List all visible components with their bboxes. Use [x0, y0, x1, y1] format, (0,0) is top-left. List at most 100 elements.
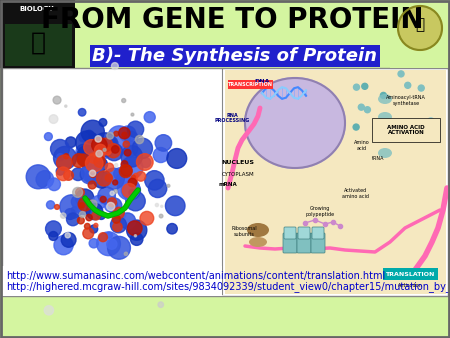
FancyBboxPatch shape: [390, 0, 450, 68]
Circle shape: [94, 156, 105, 167]
Circle shape: [76, 144, 91, 160]
Circle shape: [362, 83, 368, 89]
Circle shape: [72, 207, 78, 213]
Ellipse shape: [378, 130, 392, 140]
Circle shape: [97, 232, 121, 256]
Circle shape: [76, 189, 94, 207]
Circle shape: [155, 203, 158, 207]
Text: CYTOPLASM: CYTOPLASM: [222, 172, 254, 177]
Circle shape: [54, 146, 76, 169]
Circle shape: [122, 132, 127, 137]
Circle shape: [167, 185, 170, 187]
Circle shape: [113, 222, 122, 232]
Circle shape: [126, 191, 145, 211]
Text: Amino
acid: Amino acid: [354, 140, 370, 151]
Circle shape: [79, 212, 86, 218]
Circle shape: [418, 85, 424, 91]
Circle shape: [114, 190, 117, 193]
Circle shape: [396, 123, 402, 129]
FancyBboxPatch shape: [5, 24, 72, 66]
Text: Aminoacyl-tRNA
synthetase: Aminoacyl-tRNA synthetase: [386, 95, 426, 106]
Circle shape: [60, 195, 83, 218]
Circle shape: [106, 144, 121, 158]
Circle shape: [148, 179, 167, 198]
Circle shape: [364, 107, 370, 113]
Circle shape: [118, 212, 126, 219]
Circle shape: [61, 233, 76, 247]
Circle shape: [131, 113, 134, 116]
Circle shape: [88, 181, 96, 189]
FancyBboxPatch shape: [298, 227, 310, 239]
Circle shape: [378, 130, 383, 136]
Circle shape: [65, 209, 76, 219]
Circle shape: [90, 171, 96, 177]
Circle shape: [49, 115, 58, 123]
Circle shape: [115, 164, 118, 167]
Text: RNA
PROCESSING: RNA PROCESSING: [214, 113, 250, 123]
Circle shape: [97, 171, 112, 186]
Circle shape: [136, 171, 146, 181]
Text: DNA: DNA: [254, 79, 270, 84]
Circle shape: [122, 99, 126, 102]
FancyBboxPatch shape: [2, 266, 222, 296]
Ellipse shape: [249, 237, 267, 247]
Circle shape: [49, 232, 58, 240]
Ellipse shape: [247, 223, 269, 237]
Circle shape: [79, 203, 85, 208]
Circle shape: [112, 215, 120, 223]
Circle shape: [94, 144, 106, 156]
Circle shape: [136, 154, 153, 170]
FancyBboxPatch shape: [0, 0, 75, 68]
Circle shape: [71, 195, 84, 208]
Circle shape: [159, 214, 163, 218]
Circle shape: [88, 134, 98, 143]
Circle shape: [92, 137, 107, 153]
Circle shape: [107, 198, 122, 213]
Circle shape: [140, 211, 154, 225]
Text: mRNA: mRNA: [219, 182, 238, 187]
Circle shape: [81, 206, 90, 215]
Circle shape: [426, 124, 432, 130]
Circle shape: [96, 150, 103, 157]
Circle shape: [77, 154, 89, 166]
Text: tRNA: tRNA: [372, 156, 384, 161]
Circle shape: [86, 154, 103, 172]
FancyBboxPatch shape: [311, 233, 325, 253]
Text: TRANSLATION: TRANSLATION: [385, 271, 435, 276]
Circle shape: [127, 221, 142, 236]
Circle shape: [104, 199, 117, 212]
Circle shape: [153, 147, 168, 163]
Circle shape: [167, 149, 187, 168]
Circle shape: [45, 132, 52, 141]
Circle shape: [26, 165, 50, 189]
Circle shape: [56, 167, 64, 175]
Circle shape: [118, 127, 130, 139]
Circle shape: [161, 205, 163, 207]
Circle shape: [83, 228, 94, 239]
Circle shape: [56, 167, 70, 180]
Circle shape: [135, 136, 144, 144]
Circle shape: [96, 143, 112, 159]
Circle shape: [121, 145, 143, 167]
Circle shape: [113, 207, 124, 219]
FancyBboxPatch shape: [228, 80, 273, 89]
Text: BIOLOGY: BIOLOGY: [20, 6, 54, 12]
Circle shape: [64, 171, 73, 180]
Circle shape: [110, 191, 114, 195]
Circle shape: [130, 233, 143, 245]
Circle shape: [130, 176, 137, 184]
Text: AMINO ACID
ACTIVATION: AMINO ACID ACTIVATION: [387, 125, 425, 136]
Circle shape: [81, 120, 104, 143]
Circle shape: [107, 202, 115, 211]
Circle shape: [93, 133, 117, 156]
Circle shape: [66, 137, 76, 147]
FancyBboxPatch shape: [284, 227, 296, 239]
Circle shape: [373, 124, 379, 130]
Circle shape: [100, 135, 110, 145]
Circle shape: [93, 172, 110, 188]
Circle shape: [99, 233, 108, 242]
Text: Ribosomal
subunits: Ribosomal subunits: [231, 226, 257, 237]
Circle shape: [144, 112, 155, 123]
Circle shape: [57, 154, 64, 161]
Circle shape: [131, 175, 135, 179]
